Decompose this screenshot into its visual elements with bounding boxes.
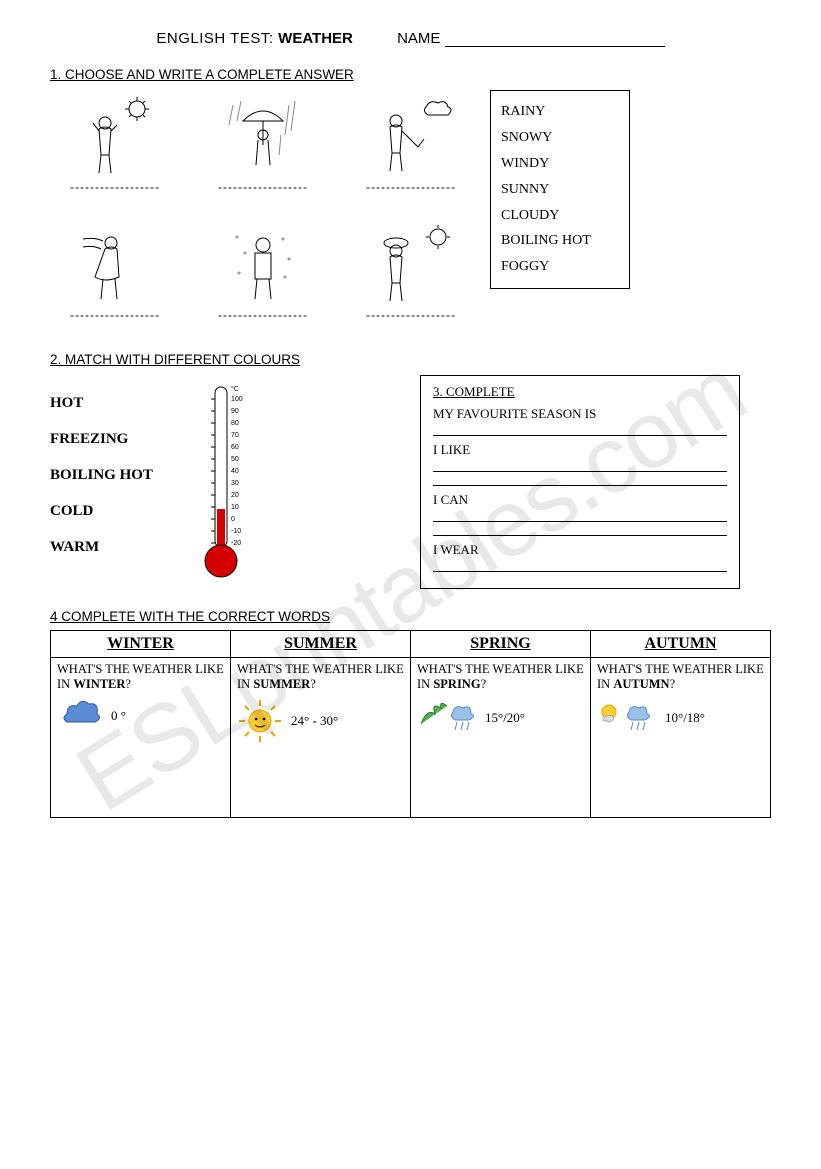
temp-word: BOILING HOT — [50, 457, 153, 493]
svg-text:60: 60 — [231, 444, 239, 451]
q1-img-hot: ------------------ — [346, 218, 476, 338]
rainy-umbrella-icon — [223, 95, 303, 175]
season-header: SUMMER — [231, 631, 411, 658]
sun-icon — [237, 698, 283, 744]
q2-left: HOT FREEZING BOILING HOT COLD WARM °C 10… — [50, 375, 400, 589]
answer-line[interactable]: ------------------ — [70, 308, 160, 322]
thermometer-icon: °C 1009080 706050 403020 100-10 -20 — [183, 379, 263, 589]
svg-text:*: * — [87, 723, 91, 732]
temp-word: COLD — [50, 493, 153, 529]
season-header: AUTUMN — [591, 631, 771, 658]
q1-images-grid: ------------------ ------------------ — [50, 90, 476, 338]
season-cell-winter: WHAT'S THE WEATHER LIKE IN WINTER? *** 0… — [51, 658, 231, 818]
q3-prompt: I LIKE — [433, 442, 727, 458]
q3-prompt: I WEAR — [433, 542, 727, 558]
svg-text:90: 90 — [231, 408, 239, 415]
answer-rule[interactable] — [433, 522, 727, 536]
svg-text:30: 30 — [231, 480, 239, 487]
season-cell-summer: WHAT'S THE WEATHER LIKE IN SUMMER? 24° -… — [231, 658, 411, 818]
wordbank-item: SUNNY — [501, 177, 619, 203]
season-header: WINTER — [51, 631, 231, 658]
svg-text:20: 20 — [231, 492, 239, 499]
windy-girl-icon — [75, 223, 155, 303]
svg-text:*: * — [77, 725, 81, 734]
answer-rule[interactable] — [433, 472, 727, 486]
q3-title: 3. COMPLETE — [433, 384, 727, 400]
season-header: SPRING — [411, 631, 591, 658]
snow-cloud-icon: * * * — [57, 698, 103, 734]
answer-line[interactable]: ------------------ — [218, 308, 308, 322]
svg-text:70: 70 — [231, 432, 239, 439]
answer-line[interactable]: ------------------ — [366, 308, 456, 322]
q1-img-snowy: ------------------ — [198, 218, 328, 338]
wordbank-item: WINDY — [501, 151, 619, 177]
temp-word: FREEZING — [50, 421, 153, 457]
temp-value: 0 ° — [111, 708, 126, 724]
answer-line[interactable]: ------------------ — [70, 180, 160, 194]
name-label: NAME — [397, 30, 440, 47]
wind-rain-icon — [417, 698, 477, 738]
svg-text:50: 50 — [231, 456, 239, 463]
q1-wordbank: RAINY SNOWY WINDY SUNNY CLOUDY BOILING H… — [490, 90, 630, 289]
title-bold: WEATHER — [278, 30, 353, 47]
svg-text:40: 40 — [231, 468, 239, 475]
q1-area: ------------------ ------------------ — [50, 90, 771, 338]
temp-word: HOT — [50, 385, 153, 421]
snowy-kid-icon — [223, 223, 303, 303]
q1-img-windy: ------------------ — [50, 218, 180, 338]
sunny-girl-icon — [75, 95, 155, 175]
answer-line[interactable]: ------------------ — [366, 180, 456, 194]
temp-value: 15°/20° — [485, 710, 525, 726]
wordbank-item: BOILING HOT — [501, 228, 619, 254]
q1-title: 1. CHOOSE AND WRITE A COMPLETE ANSWER — [50, 67, 771, 82]
wordbank-item: FOGGY — [501, 254, 619, 280]
svg-text:10: 10 — [231, 504, 239, 511]
season-cell-spring: WHAT'S THE WEATHER LIKE IN SPRING? 15°/2… — [411, 658, 591, 818]
q3-prompt: MY FAVOURITE SEASON IS — [433, 406, 727, 422]
wordbank-item: CLOUDY — [501, 203, 619, 229]
wordbank-item: RAINY — [501, 99, 619, 125]
temp-word: WARM — [50, 529, 153, 565]
answer-rule[interactable] — [433, 458, 727, 472]
svg-text:*: * — [67, 723, 71, 732]
q1-img-cloudy: ------------------ — [346, 90, 476, 210]
q2-title: 2. MATCH WITH DIFFERENT COLOURS — [50, 352, 771, 367]
temp-value: 24° - 30° — [291, 713, 338, 729]
season-cell-autumn: WHAT'S THE WEATHER LIKE IN AUTUMN? 10°/1… — [591, 658, 771, 818]
title-pre: ENGLISH TEST: — [156, 30, 278, 47]
q4-title: 4 COMPLETE WITH THE CORRECT WORDS — [50, 609, 771, 624]
answer-rule[interactable] — [433, 422, 727, 436]
q3-box: 3. COMPLETE MY FAVOURITE SEASON IS I LIK… — [420, 375, 740, 589]
svg-text:-10: -10 — [231, 528, 241, 535]
season-table: WINTER SUMMER SPRING AUTUMN WHAT'S THE W… — [50, 630, 771, 818]
svg-text:0: 0 — [231, 516, 235, 523]
answer-rule[interactable] — [433, 508, 727, 522]
q3-prompt: I CAN — [433, 492, 727, 508]
svg-text:80: 80 — [231, 420, 239, 427]
answer-rule[interactable] — [433, 558, 727, 572]
svg-text:°C: °C — [231, 385, 239, 393]
q2-wordlist: HOT FREEZING BOILING HOT COLD WARM — [50, 385, 153, 565]
cloudy-girl-icon — [366, 95, 456, 175]
hot-sun-girl-icon — [366, 223, 456, 303]
q1-img-rainy: ------------------ — [198, 90, 328, 210]
svg-text:-20: -20 — [231, 540, 241, 547]
name-blank-line[interactable] — [445, 46, 665, 47]
wordbank-item: SNOWY — [501, 125, 619, 151]
svg-text:100: 100 — [231, 396, 243, 403]
temp-value: 10°/18° — [665, 710, 705, 726]
q1-img-sunny: ------------------ — [50, 90, 180, 210]
sun-rain-icon — [597, 698, 657, 738]
worksheet-header: ENGLISH TEST: WEATHER NAME — [50, 30, 771, 47]
answer-line[interactable]: ------------------ — [218, 180, 308, 194]
